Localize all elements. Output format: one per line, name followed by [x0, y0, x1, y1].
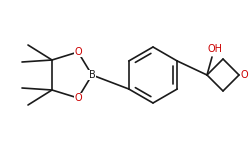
- Text: OH: OH: [208, 44, 222, 54]
- Text: O: O: [74, 47, 82, 57]
- Text: O: O: [240, 70, 248, 80]
- Text: B: B: [88, 70, 96, 80]
- Text: O: O: [74, 93, 82, 103]
